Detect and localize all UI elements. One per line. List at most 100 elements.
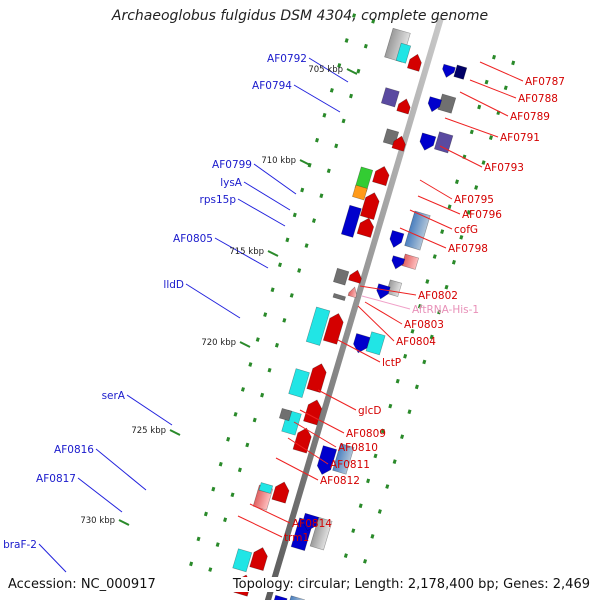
gene-feature[interactable] xyxy=(426,96,443,114)
gene-box[interactable] xyxy=(305,306,331,346)
gene-arrow[interactable] xyxy=(388,230,405,249)
gene-feature[interactable] xyxy=(288,368,310,398)
gene-feature[interactable] xyxy=(453,64,468,80)
gene-feature[interactable] xyxy=(434,131,454,154)
gene-feature[interactable] xyxy=(396,97,412,115)
gene-label[interactable]: AF0802 xyxy=(418,290,458,302)
gene-label[interactable]: AF0803 xyxy=(404,319,444,331)
gene-label[interactable]: AF0793 xyxy=(484,162,524,174)
gene-arrow[interactable] xyxy=(426,96,443,114)
gene-feature[interactable] xyxy=(365,331,386,356)
gene-label[interactable]: AF0788 xyxy=(518,93,558,105)
gene-feature[interactable] xyxy=(258,482,274,494)
gene-feature[interactable] xyxy=(441,63,456,79)
gene-feature[interactable] xyxy=(301,512,320,532)
gene-feature[interactable] xyxy=(271,480,291,504)
gene-arrow[interactable] xyxy=(356,216,376,238)
gene-feature[interactable] xyxy=(292,426,313,454)
gene-label[interactable]: AF0795 xyxy=(454,194,494,206)
gene-arrow[interactable] xyxy=(396,97,412,115)
gene-feature[interactable] xyxy=(322,312,345,345)
gene-feature[interactable] xyxy=(352,184,368,201)
gene-box[interactable] xyxy=(395,42,412,64)
gene-arrow[interactable] xyxy=(306,362,328,393)
gene-arrow[interactable] xyxy=(375,283,391,301)
gene-arrow[interactable] xyxy=(347,286,359,299)
gene-box[interactable] xyxy=(340,204,362,238)
gene-arrow[interactable] xyxy=(351,333,371,354)
gene-feature[interactable] xyxy=(388,230,405,249)
gene-feature[interactable] xyxy=(232,548,253,573)
gene-arrow[interactable] xyxy=(301,512,320,532)
gene-feature[interactable] xyxy=(351,333,371,354)
gene-box[interactable] xyxy=(258,482,274,494)
gene-box[interactable] xyxy=(232,548,253,573)
gene-label[interactable]: serA xyxy=(102,390,126,402)
gene-label[interactable]: AF0804 xyxy=(396,336,436,348)
gene-label[interactable]: AF0796 xyxy=(462,209,502,221)
gene-label[interactable]: AF0810 xyxy=(338,442,378,454)
gene-arrow[interactable] xyxy=(315,445,338,477)
gene-feature[interactable] xyxy=(404,210,431,251)
gene-feature[interactable] xyxy=(249,546,270,572)
gene-box[interactable] xyxy=(332,293,346,302)
gene-arrow[interactable] xyxy=(249,546,270,572)
gene-feature[interactable] xyxy=(356,216,376,238)
gene-feature[interactable] xyxy=(332,443,355,475)
gene-feature[interactable] xyxy=(285,595,305,600)
gene-label[interactable]: trm1 xyxy=(284,532,309,544)
gene-feature[interactable] xyxy=(333,267,350,286)
gene-label[interactable]: AF0817 xyxy=(36,473,76,485)
gene-box[interactable] xyxy=(309,516,333,551)
gene-feature[interactable] xyxy=(309,516,333,551)
gene-feature[interactable] xyxy=(271,594,288,600)
gene-feature[interactable] xyxy=(391,134,407,152)
gene-arrow[interactable] xyxy=(441,63,456,79)
gene-arrow[interactable] xyxy=(348,268,364,284)
gene-feature[interactable] xyxy=(305,306,331,346)
gene-feature[interactable] xyxy=(375,283,391,301)
gene-feature[interactable] xyxy=(406,53,423,72)
gene-arrow[interactable] xyxy=(292,426,313,454)
gene-box[interactable] xyxy=(288,368,310,398)
gene-label[interactable]: lysA xyxy=(220,177,243,189)
gene-box[interactable] xyxy=(404,210,431,251)
gene-feature[interactable] xyxy=(395,42,412,64)
gene-feature[interactable] xyxy=(347,286,359,299)
gene-feature[interactable] xyxy=(306,362,328,393)
gene-label[interactable]: rps15p xyxy=(200,194,237,206)
gene-feature[interactable] xyxy=(340,204,362,238)
gene-label[interactable]: AF0805 xyxy=(173,233,213,245)
gene-feature[interactable] xyxy=(278,407,293,422)
gene-label[interactable]: AF0789 xyxy=(510,111,550,123)
gene-label[interactable]: braF-2 xyxy=(3,539,37,551)
gene-label[interactable]: glcD xyxy=(358,405,381,417)
gene-arrow[interactable] xyxy=(271,480,291,504)
gene-feature[interactable] xyxy=(359,191,381,221)
gene-box[interactable] xyxy=(453,64,468,80)
gene-label[interactable]: AF0814 xyxy=(292,518,332,530)
gene-label[interactable]: AF0798 xyxy=(448,243,488,255)
gene-label[interactable]: AF0811 xyxy=(330,459,370,471)
gene-arrow[interactable] xyxy=(359,191,381,221)
gene-box[interactable] xyxy=(333,267,350,286)
gene-box[interactable] xyxy=(365,331,386,356)
gene-box[interactable] xyxy=(434,131,454,154)
gene-label[interactable]: lldD xyxy=(163,279,184,291)
gene-label[interactable]: cofG xyxy=(454,224,478,236)
gene-feature[interactable] xyxy=(390,255,406,271)
gene-box[interactable] xyxy=(285,595,305,600)
gene-box[interactable] xyxy=(332,443,355,475)
gene-box[interactable] xyxy=(401,253,420,270)
gene-arrow[interactable] xyxy=(322,312,345,345)
gene-label[interactable]: AF0791 xyxy=(500,132,540,144)
gene-label[interactable]: AF0792 xyxy=(267,53,307,65)
gene-box[interactable] xyxy=(278,407,293,422)
gene-arrow[interactable] xyxy=(418,132,437,152)
gene-label[interactable]: AF0787 xyxy=(525,76,565,88)
gene-box[interactable] xyxy=(380,87,400,108)
gene-label[interactable]: AF0794 xyxy=(252,80,292,92)
gene-arrow[interactable] xyxy=(372,164,391,187)
gene-feature[interactable] xyxy=(332,293,346,302)
gene-arrow[interactable] xyxy=(271,594,288,600)
